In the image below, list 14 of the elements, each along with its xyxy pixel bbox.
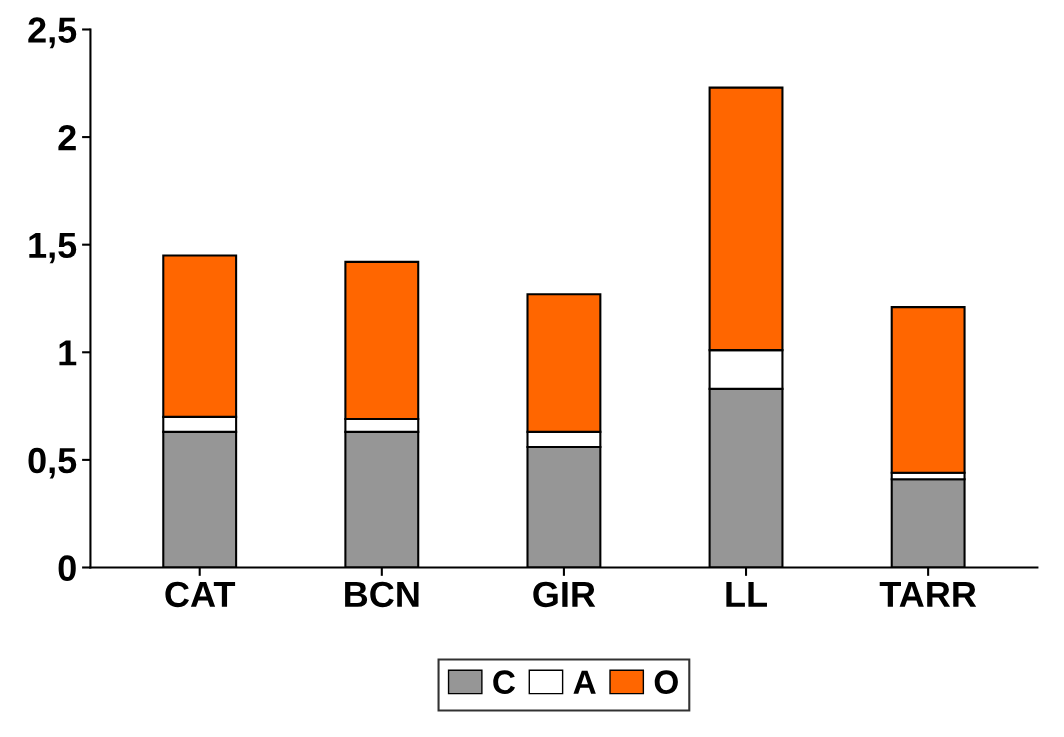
x-tick-label: TARR <box>879 582 977 607</box>
x-tick-label: CAT <box>165 581 236 608</box>
y-tick-label: 1 <box>59 340 77 366</box>
y-tick-label: 0,5 <box>28 447 77 479</box>
y-tick-label: 0 <box>58 555 76 581</box>
y-tick-label: 2,5 <box>28 17 77 49</box>
legend-label: O <box>654 670 678 694</box>
y-tick-label: 1,5 <box>29 232 77 264</box>
x-tick-label: BCN <box>345 581 419 608</box>
y-tick-label: 2 <box>58 124 76 151</box>
x-tick-label: GIR <box>533 581 596 608</box>
x-tick-label: LL <box>726 582 767 607</box>
legend-label: A <box>573 670 596 694</box>
legend-label: C <box>493 670 516 694</box>
